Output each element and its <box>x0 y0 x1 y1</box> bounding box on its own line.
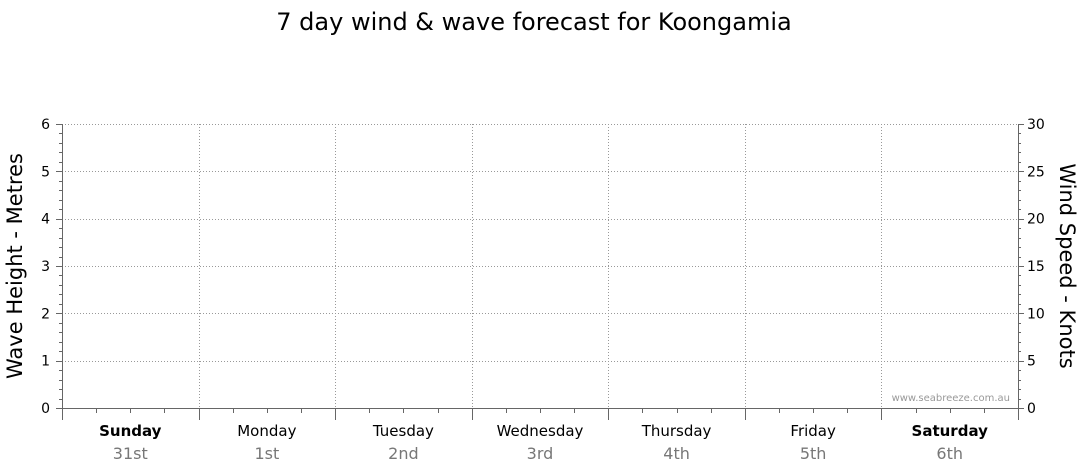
day-name-label: Thursday <box>641 422 712 440</box>
right-tick-label: 15 <box>1027 259 1045 275</box>
left-tick-label: 5 <box>41 164 50 180</box>
day-date-label: 5th <box>800 444 827 463</box>
right-axis-ticks: 0 5 10 15 20 25 30 <box>1027 117 1045 417</box>
day-labels: Sunday 31st Monday 1st Tuesday 2nd Wednesday 3r… <box>99 422 988 463</box>
right-tick-label: 30 <box>1027 117 1045 133</box>
day-date-label: 6th <box>936 444 963 463</box>
day-date-label: 31st <box>113 444 148 463</box>
day-name-label: Monday <box>237 422 296 440</box>
left-axis-title: Wave Height - Metres <box>3 153 27 379</box>
left-tick-label: 0 <box>41 401 50 417</box>
chart-title: 7 day wind & wave forecast for Koongamia <box>276 8 791 36</box>
day-name-label: Friday <box>790 422 836 440</box>
right-tick-label: 25 <box>1027 164 1045 180</box>
right-axis-title: Wind Speed - Knots <box>1055 163 1079 368</box>
day-name-label: Wednesday <box>497 422 584 440</box>
left-tick-label: 1 <box>41 354 50 370</box>
left-tick-label: 4 <box>41 212 50 228</box>
day-date-label: 3rd <box>527 444 554 463</box>
day-name-label: Sunday <box>99 422 162 440</box>
day-date-label: 4th <box>663 444 690 463</box>
day-date-label: 1st <box>254 444 279 463</box>
grid-lines <box>62 124 1018 408</box>
watermark: www.seabreeze.com.au <box>892 393 1010 404</box>
day-date-label: 2nd <box>388 444 418 463</box>
day-name-label: Saturday <box>912 422 989 440</box>
right-tick-label: 5 <box>1027 354 1036 370</box>
left-tick-label: 2 <box>41 306 50 322</box>
day-name-label: Tuesday <box>372 422 434 440</box>
chart-axes <box>56 124 1024 420</box>
left-tick-label: 6 <box>41 117 50 133</box>
right-tick-label: 10 <box>1027 306 1045 322</box>
right-tick-label: 0 <box>1027 401 1036 417</box>
left-tick-label: 3 <box>41 259 50 275</box>
right-tick-label: 20 <box>1027 212 1045 228</box>
left-axis-ticks: 0 1 2 3 4 5 6 <box>41 117 50 417</box>
